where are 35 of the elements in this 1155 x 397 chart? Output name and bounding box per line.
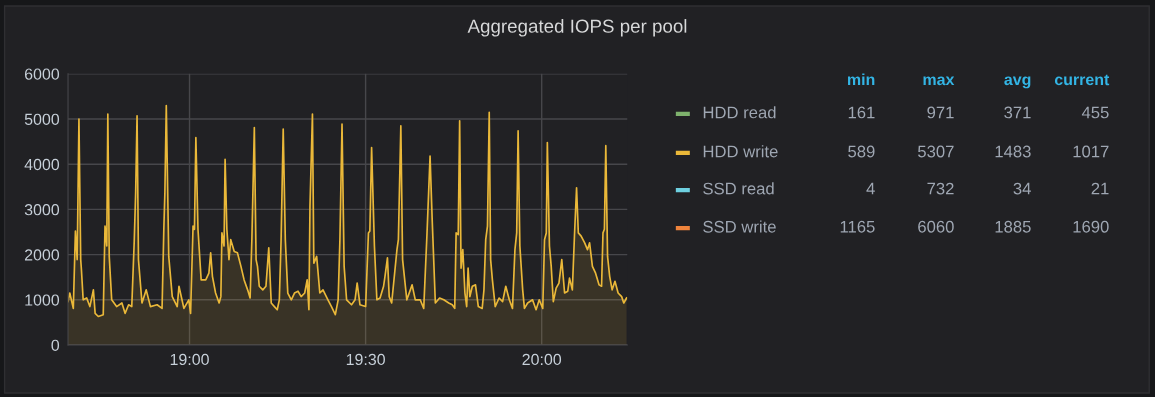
y-tick-label: 6000 — [24, 68, 60, 80]
x-tick-label: 20:00 — [522, 353, 562, 366]
chart-title: Aggregated IOPS per pool — [467, 19, 687, 37]
data-label: 6060 — [918, 220, 954, 233]
data-label: 5307 — [918, 145, 954, 158]
y-tick-label: 2000 — [24, 249, 60, 261]
y-tick-label: 0 — [51, 339, 60, 351]
data-label: 1885 — [995, 220, 1031, 233]
data-label: 732 — [927, 182, 954, 195]
category-label: max — [923, 76, 955, 86]
legend-label: SSD write — [703, 220, 776, 233]
category-label: current — [1054, 74, 1110, 86]
data-label: 1165 — [840, 220, 875, 233]
data-label: 589 — [848, 145, 875, 158]
legend-label: HDD read — [703, 106, 776, 119]
data-label: 1690 — [1073, 220, 1109, 233]
legend-label: HDD write — [703, 145, 778, 158]
data-label: 1017 — [1073, 145, 1109, 158]
x-tick-label: 19:00 — [170, 353, 209, 366]
y-tick-label: 3000 — [24, 204, 60, 216]
legend-label: SSD read — [703, 182, 774, 195]
y-tick-label: 5000 — [24, 113, 60, 125]
data-label: 34 — [1013, 182, 1031, 195]
data-label: 371 — [1004, 106, 1031, 119]
data-label: 455 — [1081, 106, 1109, 119]
data-label: 1483 — [995, 145, 1031, 158]
category-label: avg — [1004, 76, 1031, 89]
y-tick-label: 4000 — [24, 158, 60, 171]
x-tick-label: 19:30 — [346, 353, 385, 366]
data-label: 21 — [1091, 182, 1109, 195]
data-label: 161 — [848, 106, 875, 119]
data-label: 971 — [927, 106, 954, 119]
category-label: min — [847, 73, 875, 86]
data-label: 4 — [866, 182, 875, 195]
y-tick-label: 1000 — [25, 294, 60, 306]
